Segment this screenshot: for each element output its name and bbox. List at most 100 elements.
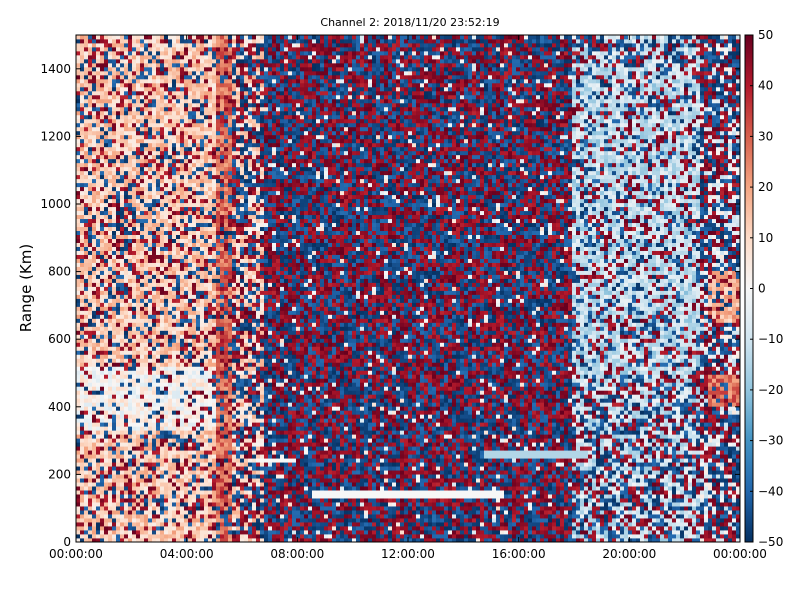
heatmap-cell — [196, 466, 201, 471]
heatmap-cell — [224, 262, 229, 267]
heatmap-cell — [208, 154, 213, 160]
heatmap-cell — [84, 162, 89, 168]
heatmap-cell — [92, 510, 97, 515]
heatmap-cell — [96, 322, 101, 327]
heatmap-cell — [128, 38, 133, 44]
heatmap-cell — [176, 186, 181, 192]
heatmap-cell — [228, 142, 233, 148]
heatmap-cell — [152, 486, 157, 491]
heatmap-cell — [120, 142, 125, 148]
heatmap-cell — [128, 170, 133, 176]
heatmap-cell — [192, 318, 197, 323]
heatmap-cell — [132, 134, 137, 140]
heatmap-cell — [180, 450, 185, 455]
heatmap-cell — [116, 330, 121, 335]
heatmap-cell — [84, 294, 89, 299]
heatmap-cell — [168, 502, 173, 507]
heatmap-cell — [204, 410, 209, 415]
heatmap-cell — [116, 382, 121, 387]
heatmap-cell — [92, 322, 97, 327]
heatmap-cell — [132, 106, 137, 112]
heatmap-cell — [108, 406, 113, 411]
heatmap-cell — [144, 418, 149, 423]
heatmap-cell — [144, 398, 149, 403]
heatmap-cell — [184, 422, 189, 427]
heatmap-cell — [80, 146, 85, 152]
heatmap-cell — [184, 58, 189, 64]
heatmap-cell — [228, 35, 233, 40]
heatmap-cell — [228, 318, 233, 323]
heatmap-cell — [76, 50, 81, 56]
heatmap-cell — [164, 206, 169, 212]
heatmap-cell — [216, 230, 221, 235]
heatmap-cell — [152, 66, 157, 72]
heatmap-cell — [212, 366, 217, 371]
heatmap-cell — [212, 46, 217, 52]
heatmap-cell — [208, 410, 213, 415]
heatmap-cell — [116, 38, 121, 44]
heatmap-cell — [176, 502, 181, 507]
heatmap-cell — [88, 214, 93, 220]
heatmap-cell — [176, 166, 181, 172]
heatmap-cell — [164, 318, 169, 323]
heatmap-cell — [140, 35, 145, 40]
heatmap-cell — [140, 398, 145, 403]
heatmap-cell — [208, 346, 213, 351]
heatmap-cell — [200, 254, 205, 259]
heatmap-cell — [140, 54, 145, 60]
heatmap-cell — [84, 486, 89, 491]
heatmap-cell — [188, 510, 193, 515]
heatmap-cell — [152, 290, 157, 295]
heatmap-cell — [84, 530, 89, 535]
heatmap-cell — [228, 274, 233, 279]
heatmap-cell — [116, 346, 121, 351]
heatmap-cell — [104, 242, 109, 247]
heatmap-cell — [132, 314, 137, 319]
heatmap-cell — [144, 182, 149, 188]
heatmap-cell — [88, 302, 93, 307]
heatmap-cell — [76, 162, 81, 168]
heatmap-cell — [172, 498, 177, 503]
heatmap-cell — [216, 310, 221, 315]
heatmap-cell — [108, 174, 113, 180]
heatmap-cell — [212, 222, 217, 228]
heatmap-cell — [168, 406, 173, 411]
heatmap-cell — [148, 122, 153, 128]
heatmap-cell — [120, 518, 125, 523]
heatmap-cell — [212, 362, 217, 367]
heatmap-cell — [156, 354, 161, 359]
heatmap-cell — [160, 46, 165, 52]
heatmap-cell — [116, 198, 121, 204]
heatmap-cell — [160, 198, 165, 204]
heatmap-cell — [108, 462, 113, 467]
heatmap-cell — [112, 170, 117, 176]
heatmap-cell — [100, 258, 105, 263]
heatmap-cell — [140, 262, 145, 267]
heatmap-cell — [92, 254, 97, 259]
heatmap-cell — [188, 362, 193, 367]
heatmap-cell — [180, 194, 185, 200]
heatmap-cell — [204, 422, 209, 427]
heatmap-cell — [144, 458, 149, 463]
heatmap-cell — [104, 266, 109, 271]
heatmap-cell — [216, 446, 221, 451]
heatmap-cell — [140, 122, 145, 128]
heatmap-cell — [212, 326, 217, 331]
heatmap-cell — [212, 402, 217, 407]
heatmap-cell — [188, 266, 193, 271]
heatmap-cell — [224, 98, 229, 104]
heatmap-cell — [132, 422, 137, 427]
heatmap-cell — [216, 346, 221, 351]
heatmap-cell — [128, 494, 133, 499]
heatmap-cell — [208, 142, 213, 148]
heatmap-cell — [200, 538, 205, 543]
heatmap-cell — [196, 314, 201, 319]
heatmap-cell — [228, 454, 233, 459]
heatmap-cell — [112, 270, 117, 275]
heatmap-cell — [100, 142, 105, 148]
heatmap-cell — [104, 214, 109, 220]
heatmap-cell — [172, 278, 177, 283]
heatmap-cell — [120, 482, 125, 487]
heatmap-cell — [176, 170, 181, 176]
heatmap-cell — [144, 214, 149, 220]
